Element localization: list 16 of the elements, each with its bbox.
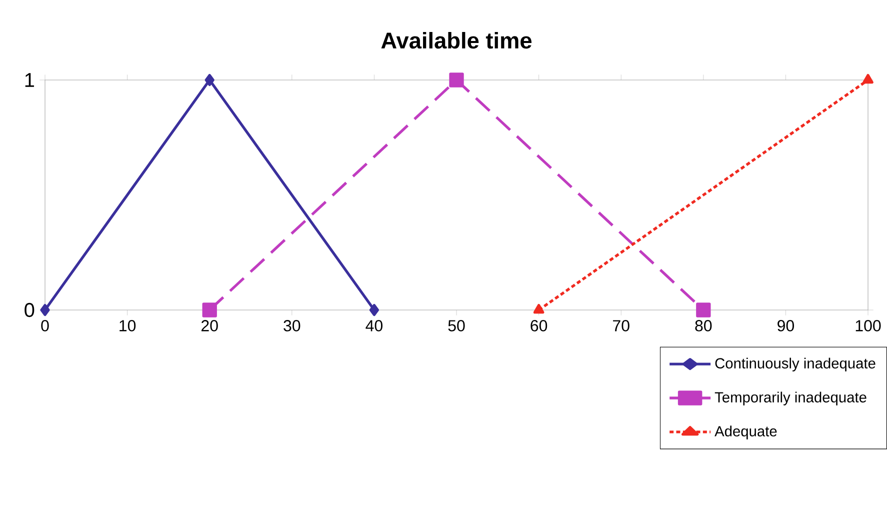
y-tick-label: 1 (25, 73, 34, 87)
legend-label: Temporarily inadequate (714, 392, 866, 406)
x-tick-label: 100 (856, 320, 881, 332)
x-tick-label: 20 (202, 320, 218, 332)
legend-label: Adequate (714, 426, 777, 440)
x-tick-label: 80 (695, 320, 712, 332)
chart-title: Available time (381, 32, 532, 49)
x-tick-label: 40 (366, 320, 382, 332)
x-tick-label: 90 (778, 320, 794, 332)
x-tick-label: 60 (530, 320, 548, 332)
x-tick-label: 0 (41, 320, 49, 332)
x-tick-label: 70 (613, 320, 630, 332)
x-tick-label: 10 (120, 320, 136, 332)
x-tick-label: 30 (284, 320, 300, 332)
legend-label: Continuously inadequate (715, 358, 876, 372)
x-tick-label: 50 (448, 320, 465, 332)
